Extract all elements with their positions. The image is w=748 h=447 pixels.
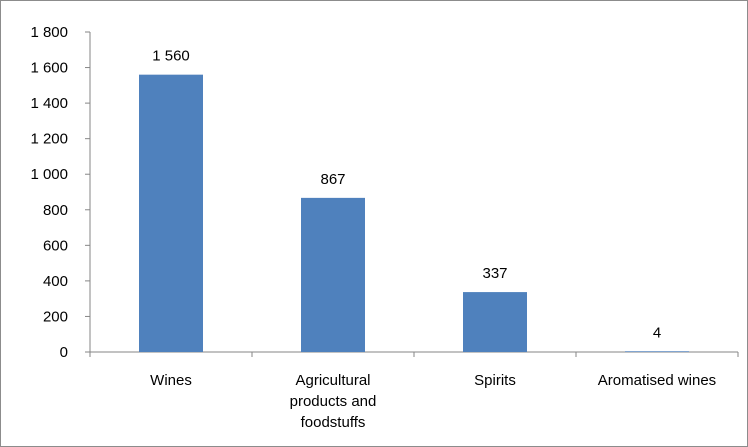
bar-value-label: 4 xyxy=(653,324,661,341)
bar-value-label: 337 xyxy=(482,265,507,282)
bar xyxy=(139,74,203,353)
bar xyxy=(463,292,527,352)
y-tick-label: 1 000 xyxy=(30,166,68,183)
y-tick-label: 1 800 xyxy=(30,24,68,41)
y-tick-label: 1 200 xyxy=(30,131,68,148)
x-category-label: Wines xyxy=(150,372,192,389)
y-tick-label: 400 xyxy=(43,273,68,290)
bar xyxy=(301,197,365,352)
label-layer: 0 200 400 600 800 1 000 1 200 1 400 1 600 1 800 1 … xyxy=(30,24,716,431)
bar xyxy=(625,351,689,352)
bar-series xyxy=(139,74,689,353)
x-category-label: Aromatised wines xyxy=(598,372,716,389)
y-tick-label: 600 xyxy=(43,237,68,254)
x-category-label: Spirits xyxy=(474,372,516,389)
y-tick-label: 1 600 xyxy=(30,60,68,77)
x-category-label: Agricultural products and foodstuffs xyxy=(290,372,377,431)
y-tick-label: 800 xyxy=(43,202,68,219)
y-tick-label: 200 xyxy=(43,308,68,325)
y-tick-label: 1 400 xyxy=(30,95,68,112)
y-tick-label: 0 xyxy=(60,344,68,361)
bar-value-label: 1 560 xyxy=(152,48,190,65)
bar-value-label: 867 xyxy=(320,171,345,188)
